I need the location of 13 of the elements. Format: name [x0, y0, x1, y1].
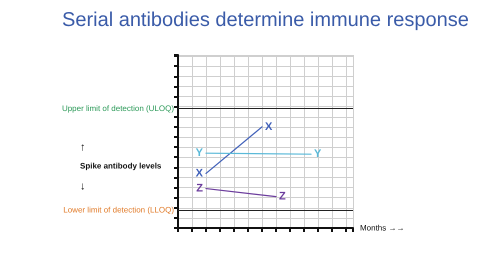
ref-line-label: Upper limit of detection (ULOQ)	[62, 104, 174, 114]
series-label: Z	[196, 182, 204, 195]
chart-title: Serial antibodies determine immune response	[62, 9, 469, 31]
text: ↓	[80, 180, 86, 192]
text: X	[265, 120, 272, 133]
text: Y	[314, 148, 322, 160]
x-axis-title: Months →→	[360, 224, 404, 232]
text: ↑	[80, 142, 86, 154]
text: Z	[279, 190, 286, 203]
series-label: Y	[196, 147, 204, 160]
series-label: X	[196, 167, 204, 180]
ref-line-label: Lower limit of detection (LLOQ)	[63, 205, 174, 214]
y-axis-title: Spike antibody levels	[80, 162, 162, 170]
